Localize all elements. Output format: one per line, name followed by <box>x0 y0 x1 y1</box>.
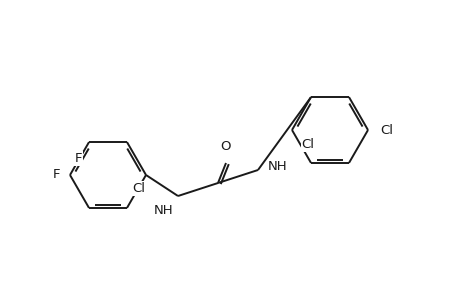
Text: Cl: Cl <box>132 182 145 195</box>
Text: O: O <box>220 140 231 153</box>
Text: F: F <box>74 152 82 165</box>
Text: NH: NH <box>268 160 287 173</box>
Text: NH: NH <box>153 204 173 217</box>
Text: F: F <box>52 169 60 182</box>
Text: Cl: Cl <box>301 138 314 151</box>
Text: Cl: Cl <box>379 124 392 136</box>
